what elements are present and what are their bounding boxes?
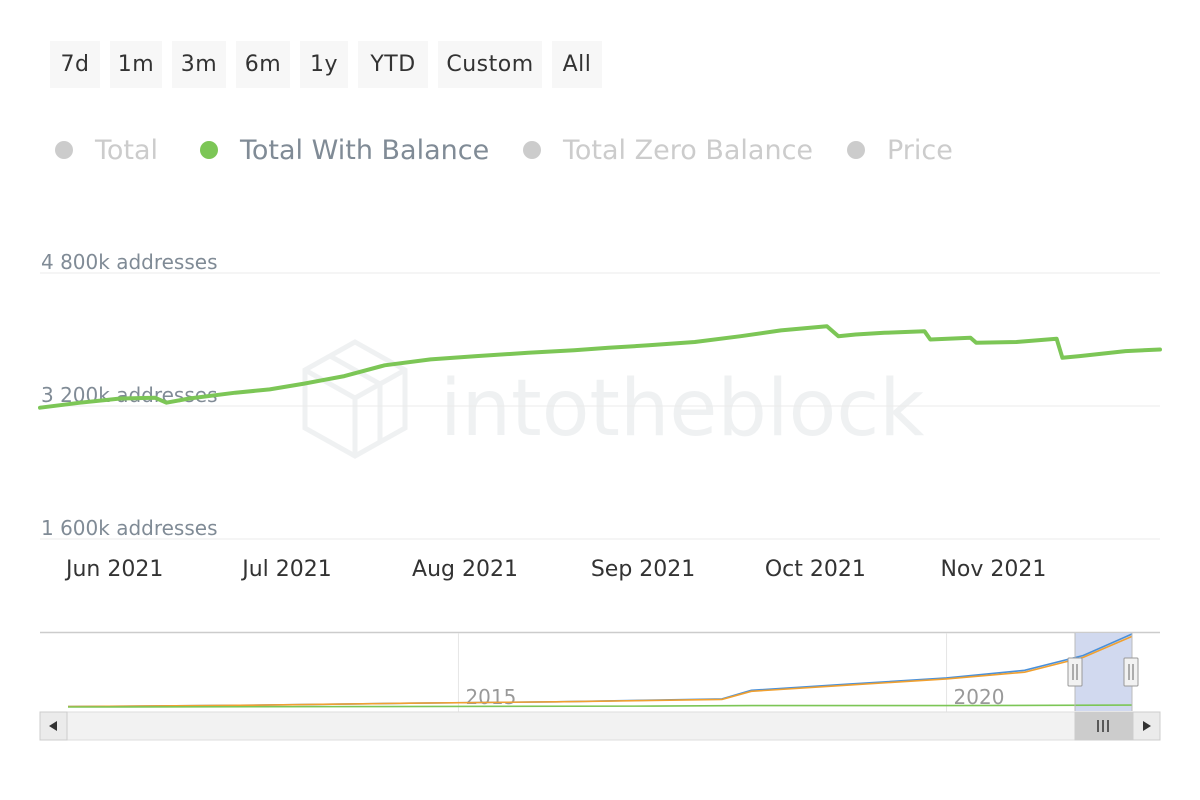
- x-tick-label: Jun 2021: [64, 557, 163, 582]
- x-tick-label: Sep 2021: [591, 557, 695, 582]
- navigator-handle-left[interactable]: [1067, 657, 1083, 687]
- watermark: intotheblock: [302, 339, 924, 459]
- x-tick-label: Jul 2021: [240, 557, 332, 582]
- legend-item[interactable]: Price: [847, 130, 953, 170]
- legend-marker-icon: [847, 141, 865, 159]
- series-layer: [38, 324, 1162, 410]
- range-1y-button[interactable]: 1y: [300, 41, 348, 88]
- legend-label: Total Zero Balance: [563, 134, 814, 166]
- range-ytd-button[interactable]: YTD: [358, 41, 428, 88]
- scrollbar-left-button[interactable]: [39, 711, 68, 741]
- legend-item[interactable]: Total Zero Balance: [523, 130, 813, 170]
- arrow-right-icon: [1143, 721, 1151, 731]
- range-all-button[interactable]: All: [552, 41, 602, 88]
- legend-item[interactable]: Total With Balance: [200, 130, 489, 170]
- range-7d-button[interactable]: 7d: [50, 41, 100, 88]
- navigator-series-line: [67, 704, 1133, 708]
- navigator-x-tick-label: 2015: [465, 685, 516, 709]
- navigator-handle-right[interactable]: [1123, 657, 1139, 687]
- legend-item[interactable]: Total: [55, 130, 158, 170]
- x-axis: Jun 2021 Jul 2021 Aug 2021 Sep 2021 Oct 2021…: [64, 557, 1046, 582]
- range-custom-button[interactable]: Custom: [438, 41, 542, 88]
- legend-marker-icon: [55, 141, 73, 159]
- scrollbar: [39, 711, 1161, 741]
- series-line-total-with-balance[interactable]: [38, 324, 1162, 410]
- y-tick-label: 1 600k addresses: [41, 516, 218, 540]
- navigator-background: [40, 632, 1160, 712]
- y-tick-label: 4 800k addresses: [41, 250, 218, 274]
- legend-label: Price: [887, 134, 953, 166]
- navigator-series-line: [67, 635, 1133, 708]
- range-1m-button[interactable]: 1m: [110, 41, 162, 88]
- arrow-left-icon: [49, 721, 57, 731]
- legend-marker-icon: [200, 141, 218, 159]
- range-3m-button[interactable]: 3m: [172, 41, 226, 88]
- grid: [40, 272, 1160, 540]
- legend-marker-icon: [523, 141, 541, 159]
- watermark-logo-icon: [302, 339, 408, 459]
- x-tick-label: Nov 2021: [940, 557, 1046, 582]
- legend-label: Total: [95, 134, 159, 166]
- legend-label: Total With Balance: [240, 134, 490, 166]
- scrollbar-right-button[interactable]: [1132, 711, 1161, 741]
- x-tick-label: Aug 2021: [412, 557, 518, 582]
- scrollbar-thumb[interactable]: [1074, 711, 1133, 741]
- navigator: 2015 2020: [39, 631, 1161, 741]
- x-tick-label: Oct 2021: [765, 557, 866, 582]
- watermark-text: intotheblock: [440, 364, 924, 454]
- scrollbar-track[interactable]: [39, 711, 1161, 741]
- navigator-selection-window[interactable]: [1075, 633, 1132, 711]
- range-6m-button[interactable]: 6m: [236, 41, 290, 88]
- navigator-series: [67, 633, 1133, 708]
